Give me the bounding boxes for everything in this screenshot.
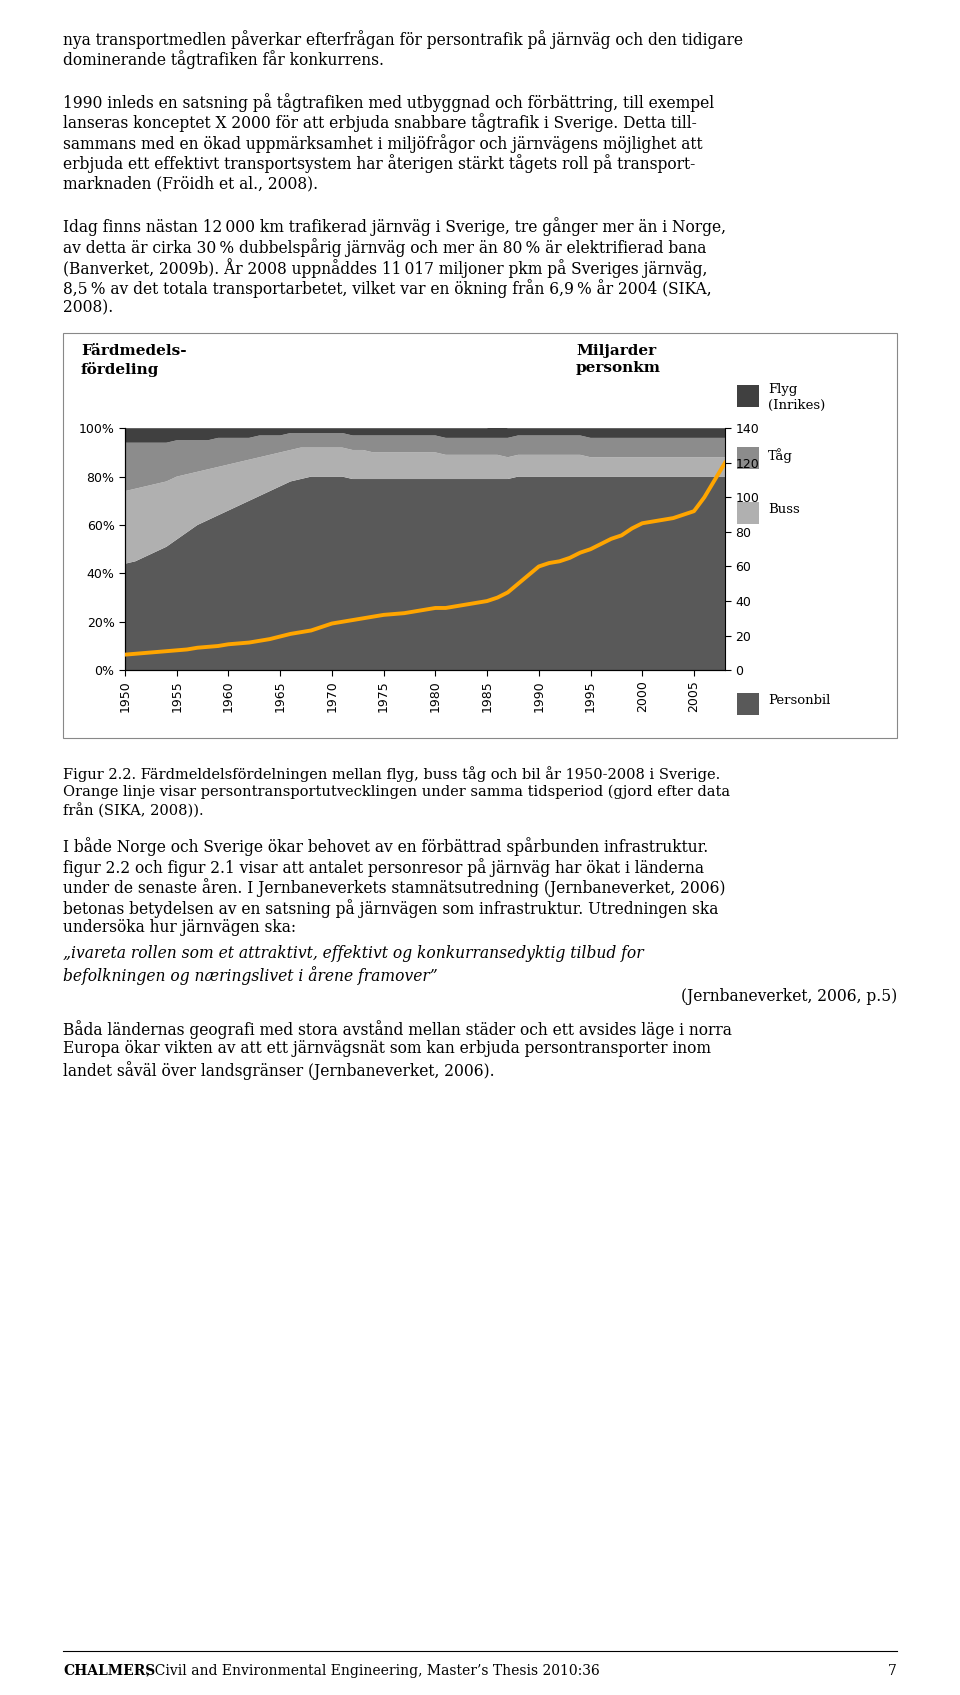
- Text: landet såväl över landsgränser (Jernbaneverket, 2006).: landet såväl över landsgränser (Jernbane…: [63, 1061, 494, 1080]
- Bar: [737, 447, 759, 470]
- Text: betonas betydelsen av en satsning på järnvägen som infrastruktur. Utredningen sk: betonas betydelsen av en satsning på jär…: [63, 898, 718, 917]
- Text: undersöka hur järnvägen ska:: undersöka hur järnvägen ska:: [63, 919, 296, 936]
- Text: 7: 7: [888, 1664, 897, 1678]
- Text: under de senaste åren. I Jernbaneverkets stamnätsutredning (Jernbaneverket, 2006: under de senaste åren. I Jernbaneverkets…: [63, 878, 726, 897]
- Bar: [737, 693, 759, 715]
- Text: Buss: Buss: [768, 503, 800, 517]
- Text: Flyg
(Inrikes): Flyg (Inrikes): [768, 383, 826, 412]
- Text: (Jernbaneverket, 2006, p.5): (Jernbaneverket, 2006, p.5): [681, 988, 897, 1005]
- Bar: [737, 385, 759, 407]
- Text: 2008).: 2008).: [63, 300, 113, 317]
- Text: Orange linje visar persontransportutvecklingen under samma tidsperiod (gjord eft: Orange linje visar persontransportutveck…: [63, 785, 731, 798]
- Bar: [63, 334, 897, 739]
- Text: „ivareta rollen som et attraktivt, effektivt og konkurransedyktig tilbud for: „ivareta rollen som et attraktivt, effek…: [63, 946, 643, 963]
- Text: av detta är cirka 30 % dubbelspårig järnväg och mer än 80 % är elektrifierad ban: av detta är cirka 30 % dubbelspårig järn…: [63, 237, 707, 258]
- Text: figur 2.2 och figur 2.1 visar att antalet personresor på järnväg har ökat i länd: figur 2.2 och figur 2.1 visar att antale…: [63, 858, 704, 876]
- Text: Figur 2.2. Färdmeldelsfördelningen mellan flyg, buss tåg och bil år 1950-2008 i : Figur 2.2. Färdmeldelsfördelningen mella…: [63, 766, 720, 781]
- Text: erbjuda ett effektivt transportsystem har återigen stärkt tågets roll på transpo: erbjuda ett effektivt transportsystem ha…: [63, 154, 695, 173]
- Text: Båda ländernas geografi med stora avstånd mellan städer och ett avsides läge i n: Båda ländernas geografi med stora avstån…: [63, 1020, 732, 1039]
- Text: Personbil: Personbil: [768, 695, 830, 707]
- Text: nya transportmedlen påverkar efterfrågan för persontrafik på järnväg och den tid: nya transportmedlen påverkar efterfrågan…: [63, 31, 743, 49]
- Text: Idag finns nästan 12 000 km trafikerad järnväg i Sverige, tre gånger mer än i No: Idag finns nästan 12 000 km trafikerad j…: [63, 217, 726, 236]
- Bar: [737, 502, 759, 524]
- Text: I både Norge och Sverige ökar behovet av en förbättrad spårbunden infrastruktur.: I både Norge och Sverige ökar behovet av…: [63, 837, 708, 856]
- Text: befolkningen og næringslivet i årene framover”: befolkningen og næringslivet i årene fra…: [63, 966, 438, 985]
- Text: dominerande tågtrafiken får konkurrens.: dominerande tågtrafiken får konkurrens.: [63, 51, 384, 69]
- Text: Tåg: Tåg: [768, 449, 793, 463]
- Text: sammans med en ökad uppmärksamhet i miljöfrågor och järnvägens möjlighet att: sammans med en ökad uppmärksamhet i milj…: [63, 134, 703, 153]
- Text: Färdmedels-
fördeling: Färdmedels- fördeling: [81, 344, 186, 376]
- Text: från (SIKA, 2008)).: från (SIKA, 2008)).: [63, 803, 204, 819]
- Text: lanseras konceptet X 2000 för att erbjuda snabbare tågtrafik i Sverige. Detta ti: lanseras konceptet X 2000 för att erbjud…: [63, 114, 697, 132]
- Text: Miljarder
personkm: Miljarder personkm: [576, 344, 660, 375]
- Text: marknaden (Fröidh et al., 2008).: marknaden (Fröidh et al., 2008).: [63, 175, 318, 192]
- Text: Europa ökar vikten av att ett järnvägsnät som kan erbjuda persontransporter inom: Europa ökar vikten av att ett järnvägsnä…: [63, 1041, 711, 1058]
- Text: CHALMERS: CHALMERS: [63, 1664, 156, 1678]
- Text: 8,5 % av det totala transportarbetet, vilket var en ökning från 6,9 % år 2004 (S: 8,5 % av det totala transportarbetet, vi…: [63, 280, 711, 298]
- Text: 1990 inleds en satsning på tågtrafiken med utbyggnad och förbättring, till exemp: 1990 inleds en satsning på tågtrafiken m…: [63, 93, 714, 112]
- Text: , Civil and Environmental Engineering, Master’s Thesis 2010:36: , Civil and Environmental Engineering, M…: [146, 1664, 600, 1678]
- Text: (Banverket, 2009b). År 2008 uppnåddes 11 017 miljoner pkm på Sveriges järnväg,: (Banverket, 2009b). År 2008 uppnåddes 11…: [63, 259, 708, 278]
